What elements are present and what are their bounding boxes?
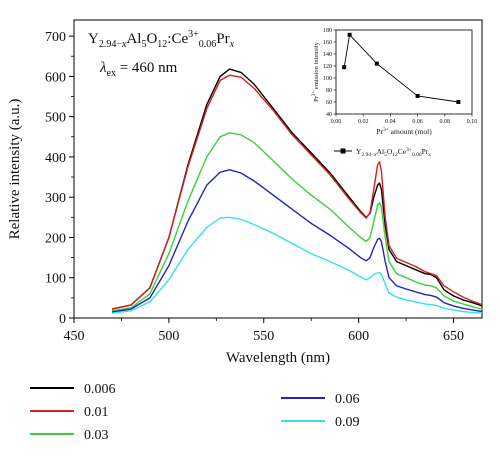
inset-x-tick-label: 0.06 — [412, 119, 423, 125]
inset-x-axis-label: Pr3+ amount (mol) — [376, 127, 432, 136]
series-line-0.01 — [111, 74, 483, 310]
legend-label-0.03: 0.03 — [84, 428, 109, 443]
legend: 0.006 0.01 0.03 0.06 0.09 — [30, 382, 360, 443]
y-tick-label: 200 — [45, 231, 66, 246]
x-tick-label: 500 — [158, 329, 179, 344]
y-tick-label: 700 — [45, 30, 66, 45]
y-tick-label: 300 — [45, 191, 66, 206]
legend-label-0.006: 0.006 — [84, 382, 116, 397]
inset-x-tick-label: 0.00 — [331, 119, 342, 125]
y-tick-label: 400 — [45, 151, 66, 166]
inset-y-tick-label: 40 — [326, 112, 332, 118]
series-line-0.03 — [111, 132, 483, 312]
inset-point — [456, 100, 461, 104]
inset-point — [374, 61, 379, 66]
inset-series-group — [342, 32, 461, 104]
inset-legend-label: Y2.94−xAl5O12Ce3+0.06Prx — [356, 147, 431, 158]
inset-y-tick-label: 80 — [326, 88, 332, 94]
legend-label-0.09: 0.09 — [335, 415, 360, 430]
inset-point — [347, 32, 352, 37]
x-tick-label: 450 — [64, 329, 85, 344]
x-tick-label: 550 — [253, 329, 274, 344]
x-tick-label: 600 — [348, 329, 369, 344]
y-axis-label: Relative intensity (a.u.) — [7, 99, 23, 240]
main-series-group — [111, 68, 483, 314]
inset-y-tick-label: 140 — [323, 52, 332, 58]
plot-frame — [73, 19, 483, 319]
inset-axis-ticks: 0.00 0.02 0.04 0.06 0.08 0.10 40 60 80 100 120 140 1… — [323, 28, 477, 125]
x-axis-label: Wavelength (nm) — [226, 350, 330, 366]
y-tick-label: 0 — [59, 312, 66, 327]
series-line-0.09 — [111, 216, 483, 314]
inset-y-axis-label: Pr3+ emission intensity — [312, 41, 320, 102]
series-line-0.06 — [111, 169, 483, 313]
inset-y-tick-label: 160 — [323, 40, 332, 46]
inset-x-tick-label: 0.10 — [467, 119, 478, 125]
excitation-annotation: λex = 460 nm — [99, 60, 178, 79]
inset-y-tick-label: 100 — [323, 76, 332, 82]
y-tick-label: 500 — [45, 111, 66, 126]
compound-annotation: Y2.94−xAl5O12:Ce3+0.06Prx — [88, 29, 235, 50]
legend-label-0.01: 0.01 — [84, 405, 109, 420]
main-axis-ticks: 450 500 550 600 650 0 100 200 300 400 500 600 700 — [45, 30, 464, 344]
y-tick-label: 600 — [45, 70, 66, 85]
inset-plot: 0.00 0.02 0.04 0.06 0.08 0.10 40 60 80 100 120 140 1… — [312, 28, 477, 158]
legend-label-0.06: 0.06 — [335, 392, 360, 407]
inset-x-tick-label: 0.04 — [385, 119, 396, 125]
inset-legend-marker — [340, 148, 346, 154]
inset-y-tick-label: 180 — [323, 28, 332, 34]
inset-y-tick-label: 120 — [323, 64, 332, 70]
inset-point — [415, 94, 420, 98]
inset-x-tick-label: 0.02 — [358, 119, 369, 125]
inset-x-tick-label: 0.08 — [440, 119, 451, 125]
inset-point — [342, 65, 347, 70]
inset-y-tick-label: 60 — [326, 100, 332, 106]
x-tick-label: 650 — [443, 329, 464, 344]
y-tick-label: 100 — [45, 272, 66, 287]
